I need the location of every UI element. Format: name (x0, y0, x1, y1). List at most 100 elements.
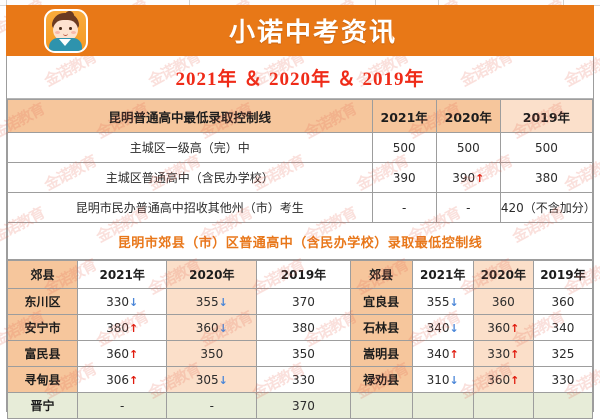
county-value-cell: 340↑ (411, 340, 474, 367)
county-name-cell: 晋宁 (6, 392, 79, 419)
table1-row-label: 主城区一级高（完）中 (7, 132, 373, 163)
county-value-cell: 330↑ (472, 340, 534, 367)
trend-down-icon: ↓ (449, 321, 459, 335)
county-value-cell: 305↓ (166, 366, 258, 393)
county-value-cell: 310↓ (411, 366, 474, 393)
trend-up-icon: ↑ (129, 321, 139, 335)
county-value-cell: 330↓ (77, 288, 168, 315)
county-value-cell: 330 (532, 366, 594, 393)
table1-body: 昆明普通高中最低录取控制线 2021年 2020年 2019年 主城区一级高（完）中 50… (7, 99, 596, 223)
table-row[interactable]: 富民县 360↑ 350 350 嵩明县 340↑ 330↑ 325 (6, 340, 594, 367)
county-name-cell: 宜良县 (349, 288, 413, 315)
table2-header-cell: 2019年 (256, 260, 351, 289)
table1-header-cell: 2021年 (371, 99, 437, 133)
table1-value-cell: 500 (371, 132, 437, 163)
table-row[interactable]: 安宁市 380↑ 360↓ 380 石林县 340↓ 360↑ 340 (6, 314, 594, 341)
trend-down-icon: ↓ (218, 321, 228, 335)
trend-down-icon: ↓ (218, 295, 228, 309)
county-value-cell: 355↓ (166, 288, 258, 315)
app-header: 小诺中考资讯 (6, 5, 594, 56)
county-value-cell: 370 (256, 392, 351, 419)
table2-header-cell: 2021年 (411, 260, 474, 289)
table2-header-cell: 2021年 (77, 260, 168, 289)
county-value-cell (411, 392, 474, 419)
trend-up-icon: ↑ (129, 347, 139, 361)
table1-value-cell: 380 (499, 162, 594, 193)
county-value-cell: 330 (256, 366, 351, 393)
year-title: 2021年 ＆ 2020年 ＆ 2019年 (175, 68, 425, 90)
county-value-cell: 360 (472, 288, 534, 315)
table1-value-cell: 390 (371, 162, 437, 193)
table-row[interactable]: 主城区一级高（完）中 500 500 500 (7, 132, 594, 163)
table1-header-cell: 2020年 (435, 99, 501, 133)
table1-value-cell: - (371, 192, 437, 223)
county-value-cell: - (77, 392, 168, 419)
county-value-cell (472, 392, 534, 419)
table1-value-cell: 500 (499, 132, 594, 163)
county-value-cell: 360↑ (472, 314, 534, 341)
trend-down-icon: ↓ (449, 295, 459, 309)
county-value-cell: 370 (256, 288, 351, 315)
county-value-cell: 360↑ (77, 340, 168, 367)
trend-up-icon: ↑ (129, 373, 139, 387)
section2-title: 昆明市郊县（市）区普通高中（含民办学校）录取最低控制线 (117, 235, 483, 251)
county-value-cell: 325 (532, 340, 594, 367)
table-county-cutoff: 郊县 2021年 2020年 2019年 郊县 2021年 2020年 2019年 东川区 330… (6, 260, 594, 419)
trend-down-icon: ↓ (449, 373, 459, 387)
table2-header-cell: 2020年 (472, 260, 534, 289)
table1-row-label: 主城区普通高中（含民办学校） (7, 162, 373, 193)
county-value-cell (532, 392, 594, 419)
table1-row-label: 昆明市民办普通高中招收其他州（市）考生 (7, 192, 373, 223)
table-row[interactable]: 昆明市民办普通高中招收其他州（市）考生 - -420（不含加分） (7, 192, 596, 223)
trend-up-icon: ↑ (449, 347, 459, 361)
trend-up-icon: ↑ (510, 373, 520, 387)
county-name-cell: 寻甸县 (6, 366, 79, 393)
county-value-cell: 380 (256, 314, 351, 341)
county-value-cell: 306↑ (77, 366, 168, 393)
county-value-cell: 360↓ (166, 314, 258, 341)
table-row[interactable]: 寻甸县 306↑ 305↓ 330 禄劝县 310↓ 360↑ 330 (6, 366, 594, 393)
content-sheet: 2021年 ＆ 2020年 ＆ 2019年 昆明普通高中最低录取控制线 2021年… (6, 56, 596, 419)
year-title-row: 2021年 ＆ 2020年 ＆ 2019年 (7, 56, 593, 99)
county-name-cell: 富民县 (6, 340, 79, 367)
trend-up-icon: ↑ (475, 171, 485, 185)
county-value-cell: 350 (166, 340, 258, 367)
table2-header-cell: 郊县 (349, 260, 413, 289)
county-name-cell: 石林县 (349, 314, 413, 341)
county-name-cell: 嵩明县 (349, 340, 413, 367)
county-value-cell: 350 (256, 340, 351, 367)
trend-down-icon: ↓ (129, 295, 139, 309)
table-row[interactable]: 主城区普通高中（含民办学校） 390 390↑ 380 (7, 162, 594, 193)
county-value-cell: - (166, 392, 258, 419)
county-value-cell: 360 (532, 288, 594, 315)
county-value-cell: 380↑ (77, 314, 168, 341)
county-name-cell: 安宁市 (6, 314, 79, 341)
table1-header-cell: 2019年 (499, 99, 594, 133)
table1-value-cell: - (435, 192, 501, 223)
county-value-cell: 340 (532, 314, 594, 341)
trend-up-icon: ↑ (510, 321, 520, 335)
app-title: 小诺中考资讯 (228, 18, 397, 48)
boy-avatar-icon (44, 8, 88, 53)
table-row[interactable]: 晋宁 - -370 (6, 392, 594, 419)
table2-body: 郊县 2021年 2020年 2019年 郊县 2021年 2020年 2019年 东川区 330… (6, 260, 594, 419)
table2-header-cell: 2020年 (166, 260, 258, 289)
table1-value-cell: 420（不含加分） (499, 192, 596, 223)
county-name-cell: 东川区 (6, 288, 79, 315)
trend-down-icon: ↓ (218, 373, 228, 387)
county-value-cell: 340↓ (411, 314, 474, 341)
county-name-cell: 禄劝县 (349, 366, 413, 393)
table2-header-cell: 郊县 (6, 260, 79, 289)
table1-value-cell: 390↑ (435, 162, 501, 193)
table-row[interactable]: 东川区 330↓ 355↓ 370 宜良县 355↓ 360 360 (6, 288, 594, 315)
county-value-cell: 355↓ (411, 288, 474, 315)
county-value-cell: 360↑ (472, 366, 534, 393)
table1-header-row: 昆明普通高中最低录取控制线 2021年 2020年 2019年 (7, 99, 594, 133)
section2-title-row: 昆明市郊县（市）区普通高中（含民办学校）录取最低控制线 (7, 223, 593, 260)
table2-header-row: 郊县 2021年 2020年 2019年 郊县 2021年 2020年 2019年 (6, 260, 594, 289)
trend-up-icon: ↑ (510, 347, 520, 361)
table-city-cutoff: 昆明普通高中最低录取控制线 2021年 2020年 2019年 主城区一级高（完）中 50… (7, 99, 596, 223)
table1-value-cell: 500 (435, 132, 501, 163)
table2-header-cell: 2019年 (532, 260, 594, 289)
county-name-cell (349, 392, 413, 419)
